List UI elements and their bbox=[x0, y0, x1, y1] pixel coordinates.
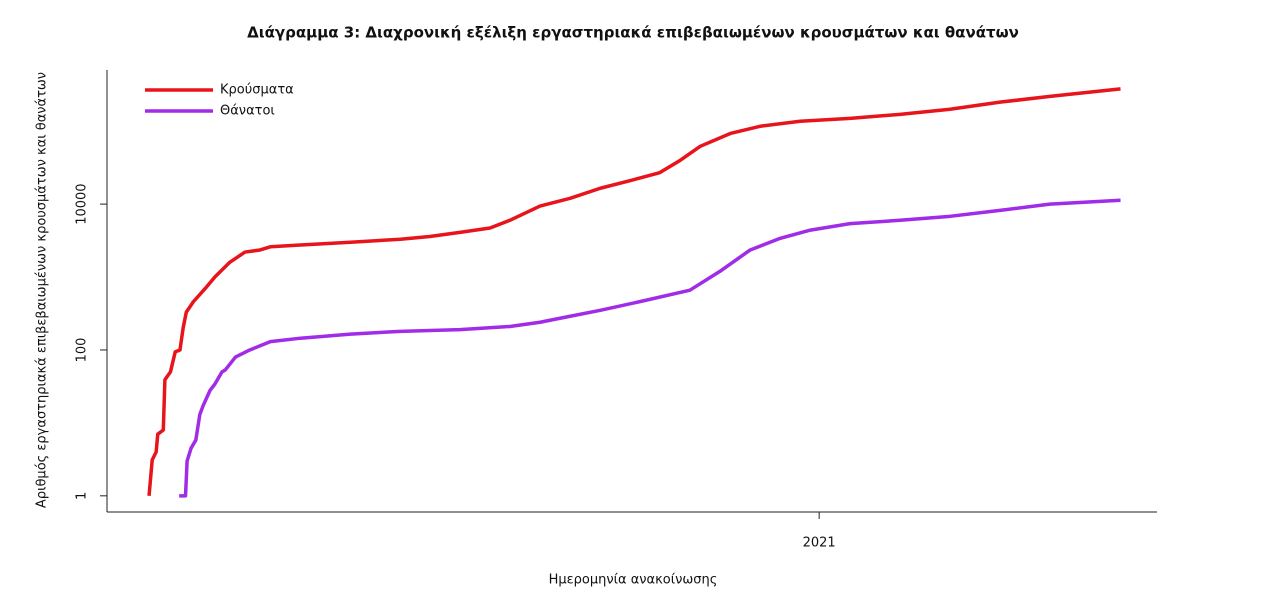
chart-title: Διάγραμμα 3: Διαχρονική εξέλιξη εργαστηρ… bbox=[247, 24, 1019, 42]
line-series bbox=[147, 87, 1121, 496]
y-tick-label: 100 bbox=[75, 338, 90, 363]
legend-label: Θάνατοι bbox=[220, 104, 275, 119]
y-tick-label: 1 bbox=[75, 492, 90, 500]
legend-label: Κρούσματα bbox=[220, 83, 294, 98]
y-axis-label: Αριθμός εργαστηριακά επιβεβαιωμένων κρου… bbox=[35, 72, 50, 508]
y-tick-label: 10000 bbox=[75, 183, 90, 224]
x-tick-label: 2021 bbox=[803, 536, 836, 551]
x-axis-label: Ημερομηνία ανακοίνωσης bbox=[549, 573, 718, 588]
line-series bbox=[179, 198, 1121, 498]
